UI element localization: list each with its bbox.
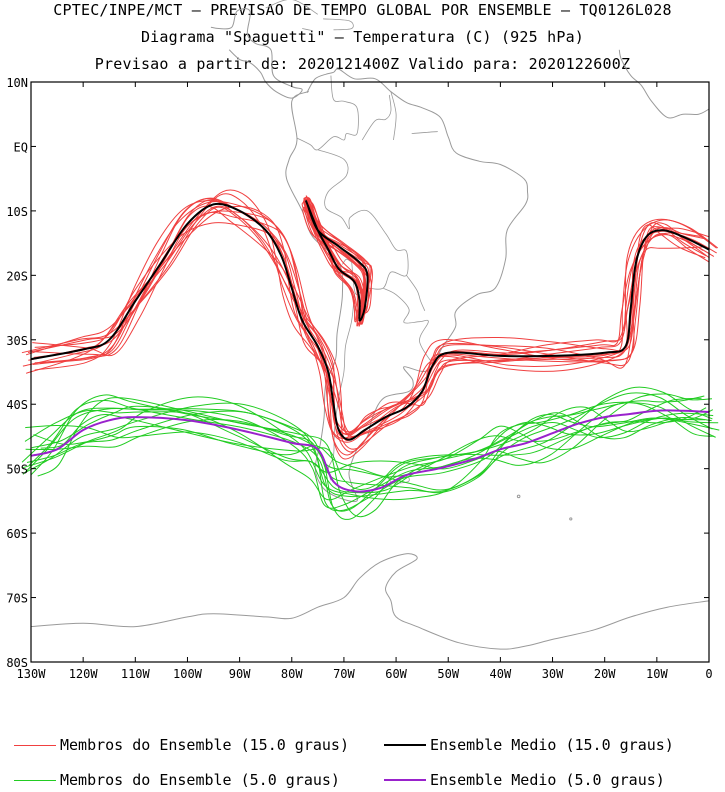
lon-label: 60W [385, 667, 407, 681]
ensemble-member-15-curve [34, 222, 706, 453]
ensemble-mean-15-andes-curve [305, 200, 369, 322]
lon-label: 100W [173, 667, 203, 681]
ensemble-member-5-curve [26, 392, 713, 494]
legend-label: Membros do Ensemble (5.0 graus) [60, 771, 340, 789]
coastline-layer [30, 0, 710, 650]
lat-label: 80S [6, 656, 28, 670]
lon-label: 10W [646, 667, 668, 681]
lat-label: 10N [6, 76, 28, 90]
legend-item-mean-15: Ensemble Medio (15.0 graus) [384, 736, 674, 754]
legend-item-members-5: Membros do Ensemble (5.0 graus) [14, 771, 340, 789]
title-line-2: Diagrama "Spaguetti" – Temperatura (C) (… [140, 28, 585, 46]
lat-label: EQ [14, 140, 28, 154]
lat-label: 40S [6, 398, 28, 412]
title-line-1: CPTEC/INPE/MCT – PREVISAO DE TEMPO GLOBA… [53, 1, 672, 19]
ensemble-member-15-curve [22, 193, 719, 436]
ensemble-member-5-curve [22, 396, 715, 501]
ensemble-member-5-curve [22, 407, 720, 512]
ensemble-member-5-curve [31, 405, 707, 494]
lon-label: 30W [542, 667, 564, 681]
ensemble-mean-15-curve [30, 202, 710, 441]
ensemble-member-15-curve [33, 205, 710, 450]
members-5-layer [21, 386, 720, 520]
lon-label: 40W [490, 667, 512, 681]
country-border [406, 275, 426, 311]
ensemble-member-15-andes-curve [305, 195, 370, 325]
legend-item-members-15: Membros do Ensemble (15.0 graus) [14, 736, 349, 754]
ensemble-member-15-curve [25, 205, 715, 437]
lon-label: 50W [437, 667, 459, 681]
ensemble-member-5-curve [30, 394, 712, 520]
ensemble-mean-layer [30, 200, 710, 493]
lon-label: 110W [121, 667, 151, 681]
ensemble-member-5-curve [28, 399, 714, 512]
lon-label: 70W [333, 667, 355, 681]
legend-swatch-green [14, 779, 56, 781]
legend-label: Membros do Ensemble (15.0 graus) [60, 736, 349, 754]
island [516, 494, 521, 499]
ensemble-member-15-andes-curve [305, 198, 371, 323]
legend-swatch-purple [384, 779, 426, 781]
lon-label: 0 [705, 667, 712, 681]
ensemble-member-15-curve [32, 197, 707, 436]
country-border [317, 149, 409, 295]
lat-label: 70S [6, 592, 28, 606]
legend-swatch-red [14, 744, 56, 746]
country-border [361, 94, 392, 141]
lat-label: 20S [6, 269, 28, 283]
coast-antarctica [30, 553, 710, 650]
legend-swatch-black [384, 744, 426, 746]
lon-label: 90W [229, 667, 251, 681]
country-border [296, 75, 359, 151]
lon-label: 130W [17, 667, 47, 681]
ensemble-mean-5-curve [30, 409, 710, 493]
lon-label: 20W [594, 667, 616, 681]
lat-label: 10S [6, 205, 28, 219]
coast-south-america [285, 68, 529, 503]
title-line-3: Previsao a partir de: 2020121400Z Valido… [94, 55, 631, 73]
ensemble-member-5-curve [33, 395, 705, 478]
coast-caribbean [265, 0, 319, 15]
ensemble-member-15-curve [39, 200, 701, 443]
country-border [411, 131, 438, 134]
lat-label: 30S [6, 334, 28, 348]
ensemble-member-15-curve [34, 200, 706, 433]
country-border [382, 287, 433, 364]
lat-label: 50S [6, 463, 28, 477]
lat-label: 60S [6, 527, 28, 541]
legend-item-mean-5: Ensemble Medio (5.0 graus) [384, 771, 665, 789]
island [569, 517, 573, 521]
coast-central-america [210, 8, 303, 99]
coast-caribbean [302, 28, 312, 31]
ensemble-member-5-curve [37, 397, 706, 518]
map-frame [30, 81, 710, 663]
coast-caribbean [323, 18, 354, 31]
ensemble-member-15-curve [27, 205, 709, 439]
country-border [390, 91, 397, 141]
legend-label: Ensemble Medio (15.0 graus) [430, 736, 674, 754]
legend-label: Ensemble Medio (5.0 graus) [430, 771, 665, 789]
lon-label: 80W [281, 667, 303, 681]
ensemble-member-5-curve [23, 402, 716, 498]
ensemble-member-15-curve [21, 206, 717, 441]
coast-africa [618, 49, 710, 119]
lon-label: 120W [69, 667, 99, 681]
